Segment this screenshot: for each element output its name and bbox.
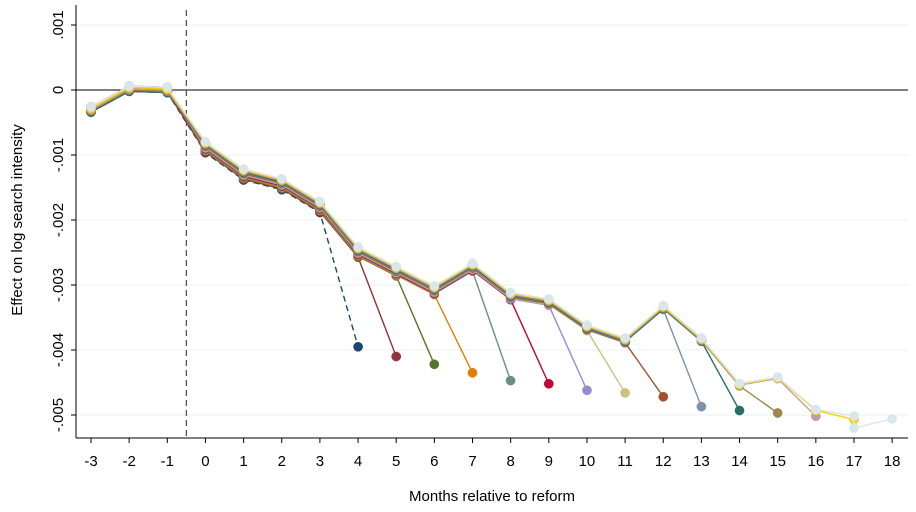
data-point	[696, 333, 707, 343]
y-tick-label: -.004	[50, 333, 67, 367]
data-point	[772, 372, 783, 382]
x-tick-label: 17	[846, 453, 863, 470]
data-point	[849, 423, 859, 433]
data-point	[467, 367, 478, 378]
data-point	[276, 173, 287, 184]
data-point	[505, 287, 516, 298]
y-tick-label: -.003	[50, 268, 67, 302]
y-tick-label: .001	[50, 10, 67, 39]
data-point	[467, 258, 478, 269]
x-tick-label: 10	[579, 453, 596, 470]
x-tick-label: 8	[506, 453, 514, 470]
x-tick-label: -1	[161, 453, 174, 470]
data-point	[734, 405, 745, 416]
data-point	[543, 294, 554, 304]
data-point	[582, 320, 592, 330]
x-axis-title: Months relative to reform	[409, 488, 575, 505]
x-tick-label: 12	[655, 453, 672, 470]
data-point	[353, 242, 363, 252]
x-tick-label: 11	[617, 453, 633, 470]
x-tick-label: 1	[239, 453, 247, 470]
y-tick-label: -.005	[50, 398, 67, 432]
data-point	[887, 414, 897, 424]
data-point	[391, 351, 402, 362]
data-point	[582, 385, 592, 396]
x-tick-label: 6	[430, 453, 438, 470]
x-ticks: -3 -2 -1 0 1 2 3 4 5 6 7 8 9 10 11 12 13 14 15 16 17 18	[84, 438, 900, 470]
data-point	[811, 404, 821, 415]
x-tick-label: 18	[884, 453, 901, 470]
data-point	[620, 388, 630, 398]
x-tick-label: 0	[201, 453, 209, 470]
x-tick-label: 9	[545, 453, 553, 470]
y-ticks: .001 0 -.001 -.002 -.003 -.004 -.005	[50, 10, 76, 432]
data-point	[849, 411, 859, 421]
x-tick-label: 14	[731, 453, 748, 470]
series-group	[86, 81, 897, 433]
y-tick-label: -.001	[50, 138, 67, 172]
data-point	[315, 196, 325, 207]
x-tick-label: -3	[84, 453, 97, 470]
x-tick-label: 16	[808, 453, 825, 470]
data-point	[124, 81, 135, 91]
axes	[75, 5, 908, 439]
y-tick-label: -.002	[50, 203, 67, 237]
reference-lines	[76, 10, 908, 438]
x-tick-label: 4	[354, 453, 362, 470]
data-point	[429, 281, 440, 291]
y-tick-label: 0	[50, 86, 67, 94]
data-point	[353, 341, 363, 352]
data-point	[200, 136, 211, 147]
y-axis-title: Effect on log search intensity	[9, 124, 26, 316]
data-point	[391, 261, 402, 272]
x-tick-label: 2	[278, 453, 286, 470]
data-point	[772, 408, 783, 418]
x-tick-label: 7	[468, 453, 476, 470]
data-point	[543, 378, 554, 389]
data-point	[505, 375, 516, 386]
data-point	[162, 82, 173, 93]
data-point	[86, 102, 96, 112]
data-point	[658, 391, 669, 402]
data-point	[238, 164, 249, 174]
x-tick-label: 13	[693, 453, 710, 470]
data-point	[429, 359, 440, 370]
x-tick-label: 15	[769, 453, 786, 470]
data-point	[734, 378, 745, 389]
x-tick-label: -2	[122, 453, 135, 470]
x-tick-label: 3	[316, 453, 324, 470]
data-point	[658, 300, 669, 311]
x-tick-label: 5	[392, 453, 400, 470]
data-point	[620, 333, 630, 343]
data-point	[696, 401, 707, 412]
